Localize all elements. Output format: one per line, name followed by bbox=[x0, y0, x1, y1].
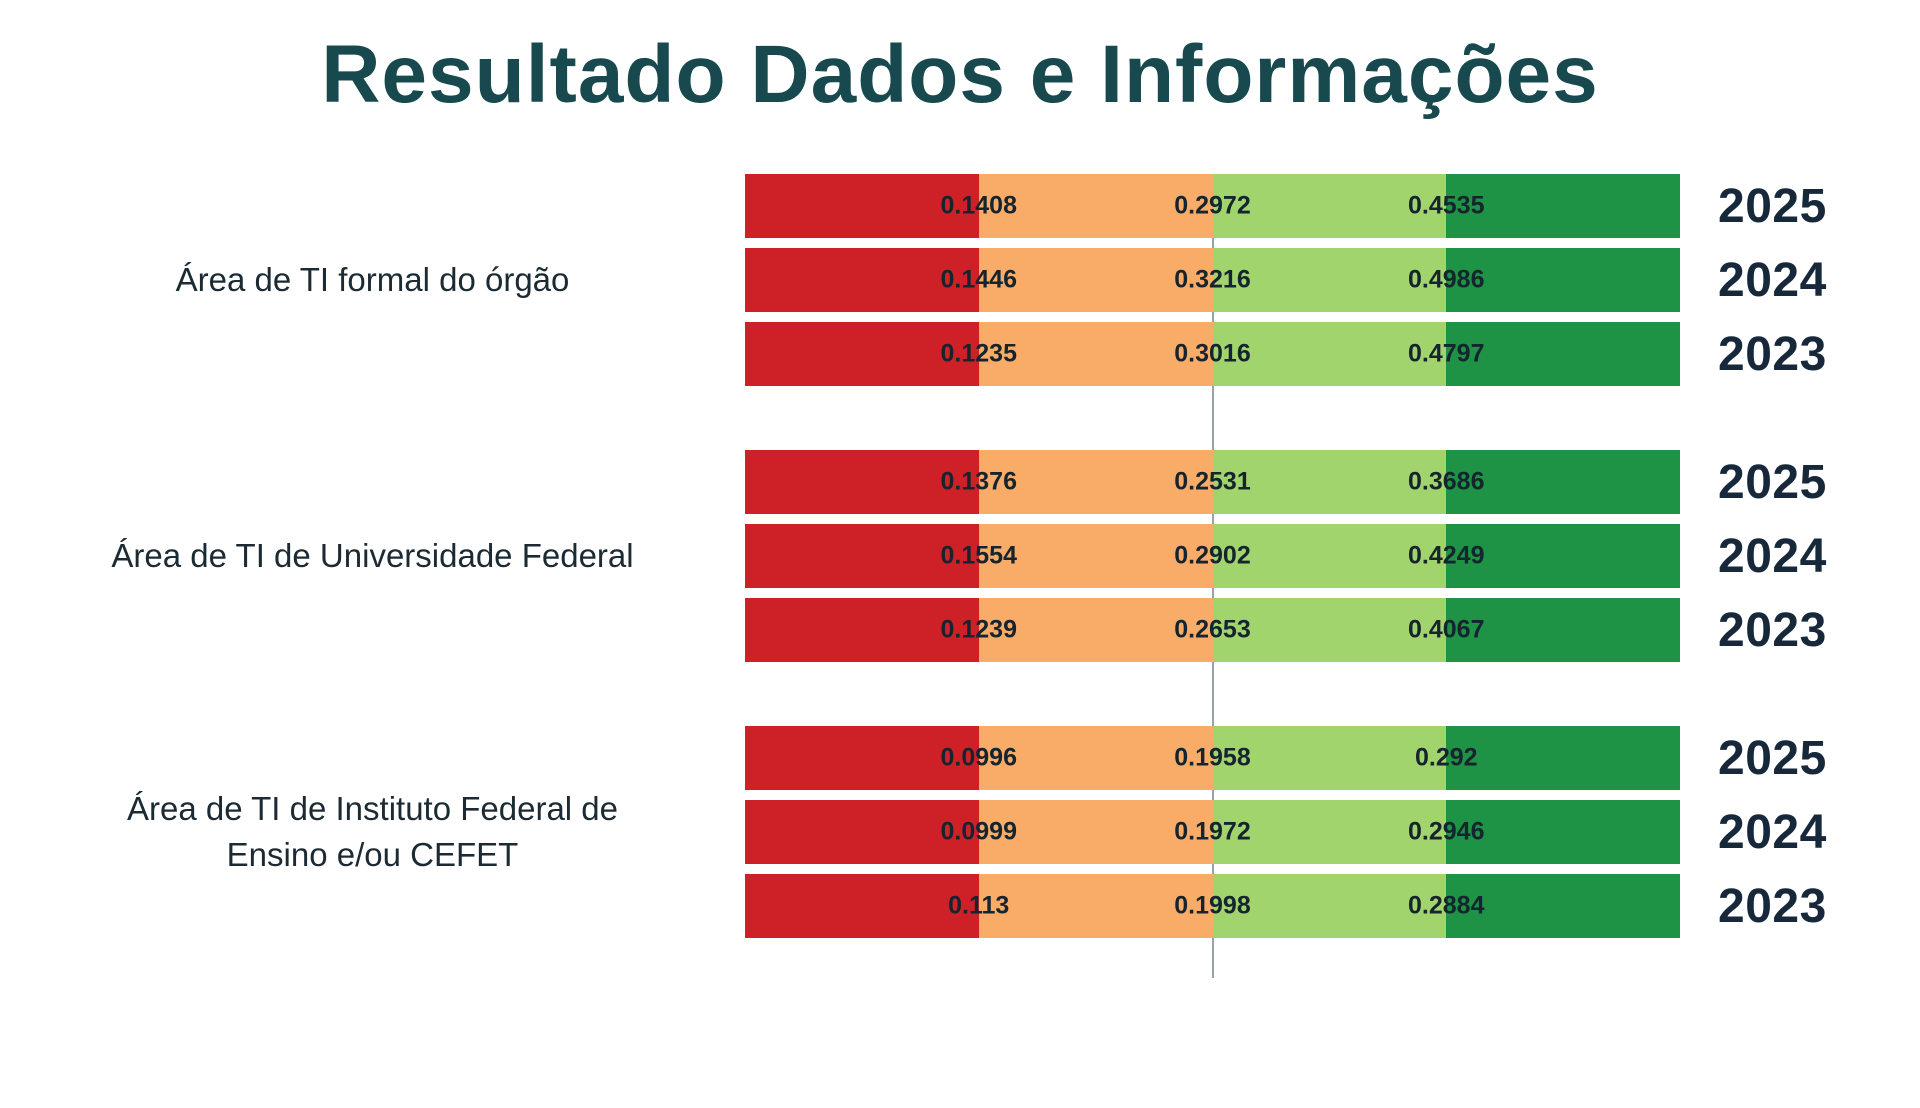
value-label-q1: 0.1408 bbox=[940, 191, 1017, 220]
value-label-q3: 0.4535 bbox=[1408, 191, 1485, 220]
value-label-q1: 0.1376 bbox=[940, 467, 1017, 496]
value-label-q2: 0.1958 bbox=[1174, 743, 1251, 772]
segment-light-green bbox=[1212, 874, 1447, 939]
value-label-q2: 0.1998 bbox=[1174, 891, 1251, 920]
segment-light-green bbox=[1212, 450, 1447, 515]
value-label-q3: 0.2884 bbox=[1408, 891, 1485, 920]
value-label-q1: 0.1235 bbox=[940, 339, 1017, 368]
segment-red bbox=[745, 450, 979, 515]
segment-orange bbox=[978, 524, 1213, 589]
segment-orange bbox=[978, 322, 1213, 387]
segment-light-green bbox=[1212, 726, 1447, 791]
segment-orange bbox=[978, 248, 1213, 313]
segment-red bbox=[745, 598, 979, 663]
segment-light-green bbox=[1212, 800, 1447, 865]
value-label-q3: 0.4249 bbox=[1408, 541, 1485, 570]
bar-group-area-ti-instituto: Área de TI de Instituto Federal de Ensin… bbox=[0, 726, 1920, 939]
stacked-bar: 0.1554 0.2902 0.4249 bbox=[745, 524, 1680, 589]
stacked-bar: 0.1446 0.3216 0.4986 bbox=[745, 248, 1680, 313]
segment-dark-green bbox=[1446, 800, 1680, 865]
value-label-q3: 0.3686 bbox=[1408, 467, 1485, 496]
value-label-q1: 0.0996 bbox=[940, 743, 1017, 772]
segment-red bbox=[745, 800, 979, 865]
segment-orange bbox=[978, 174, 1213, 239]
segment-dark-green bbox=[1446, 174, 1680, 239]
value-label-q2: 0.1972 bbox=[1174, 817, 1251, 846]
segment-light-green bbox=[1212, 322, 1447, 387]
value-label-q1: 0.0999 bbox=[940, 817, 1017, 846]
stacked-bar: 0.1235 0.3016 0.4797 bbox=[745, 322, 1680, 387]
value-label-q1: 0.1554 bbox=[940, 541, 1017, 570]
value-label-q3: 0.2946 bbox=[1408, 817, 1485, 846]
value-label-q2: 0.2653 bbox=[1174, 615, 1251, 644]
value-label-q2: 0.2902 bbox=[1174, 541, 1251, 570]
year-label: 2023 bbox=[1718, 879, 1827, 933]
stacked-bar: 0.113 0.1998 0.2884 bbox=[745, 874, 1680, 939]
year-label: 2024 bbox=[1718, 529, 1827, 583]
value-label-q1: 0.1446 bbox=[940, 265, 1017, 294]
segment-red bbox=[745, 248, 979, 313]
segment-dark-green bbox=[1446, 726, 1680, 791]
year-label: 2023 bbox=[1718, 327, 1827, 381]
segment-light-green bbox=[1212, 174, 1447, 239]
value-label-q1: 0.113 bbox=[948, 891, 1010, 920]
value-label-q2: 0.2531 bbox=[1174, 467, 1251, 496]
year-label: 2025 bbox=[1718, 179, 1827, 233]
segment-dark-green bbox=[1446, 598, 1680, 663]
segment-dark-green bbox=[1446, 874, 1680, 939]
year-label: 2024 bbox=[1718, 253, 1827, 307]
segment-dark-green bbox=[1446, 450, 1680, 515]
segment-red bbox=[745, 726, 979, 791]
segment-dark-green bbox=[1446, 524, 1680, 589]
value-label-q3: 0.4067 bbox=[1408, 615, 1485, 644]
segment-dark-green bbox=[1446, 322, 1680, 387]
stacked-bar: 0.1239 0.2653 0.4067 bbox=[745, 598, 1680, 663]
segment-dark-green bbox=[1446, 248, 1680, 313]
segment-red bbox=[745, 874, 979, 939]
year-label: 2025 bbox=[1718, 455, 1827, 509]
value-label-q2: 0.2972 bbox=[1174, 191, 1251, 220]
value-label-q2: 0.3016 bbox=[1174, 339, 1251, 368]
year-label: 2024 bbox=[1718, 805, 1827, 859]
segment-red bbox=[745, 322, 979, 387]
stacked-bar: 0.1408 0.2972 0.4535 bbox=[745, 174, 1680, 239]
quartile-chart: Área de TI formal do órgão 0.1408 0.2972… bbox=[0, 174, 1920, 979]
segment-orange bbox=[978, 874, 1213, 939]
segment-red bbox=[745, 174, 979, 239]
segment-light-green bbox=[1212, 248, 1447, 313]
segment-orange bbox=[978, 726, 1213, 791]
bar-group-area-ti-formal: Área de TI formal do órgão 0.1408 0.2972… bbox=[0, 174, 1920, 387]
bar-group-area-ti-universidade: Área de TI de Universidade Federal 0.137… bbox=[0, 450, 1920, 663]
value-label-q3: 0.292 bbox=[1414, 743, 1478, 772]
year-label: 2025 bbox=[1718, 731, 1827, 785]
segment-orange bbox=[978, 800, 1213, 865]
segment-light-green bbox=[1212, 598, 1447, 663]
value-label-q1: 0.1239 bbox=[940, 615, 1017, 644]
value-label-q3: 0.4797 bbox=[1408, 339, 1485, 368]
segment-light-green bbox=[1212, 524, 1447, 589]
segment-red bbox=[745, 524, 979, 589]
segment-orange bbox=[978, 450, 1213, 515]
chart-title: Resultado Dados e Informações bbox=[321, 29, 1599, 120]
value-label-q2: 0.3216 bbox=[1174, 265, 1251, 294]
value-label-q3: 0.4986 bbox=[1408, 265, 1485, 294]
stacked-bar: 0.0996 0.1958 0.292 bbox=[745, 726, 1680, 791]
segment-orange bbox=[978, 598, 1213, 663]
group-label: Área de TI de Instituto Federal de Ensin… bbox=[126, 790, 619, 874]
group-label: Área de TI formal do órgão bbox=[175, 261, 570, 299]
stacked-bar: 0.1376 0.2531 0.3686 bbox=[745, 450, 1680, 515]
stacked-bar: 0.0999 0.1972 0.2946 bbox=[745, 800, 1680, 865]
group-label: Área de TI de Universidade Federal bbox=[111, 537, 634, 575]
year-label: 2023 bbox=[1718, 603, 1827, 657]
